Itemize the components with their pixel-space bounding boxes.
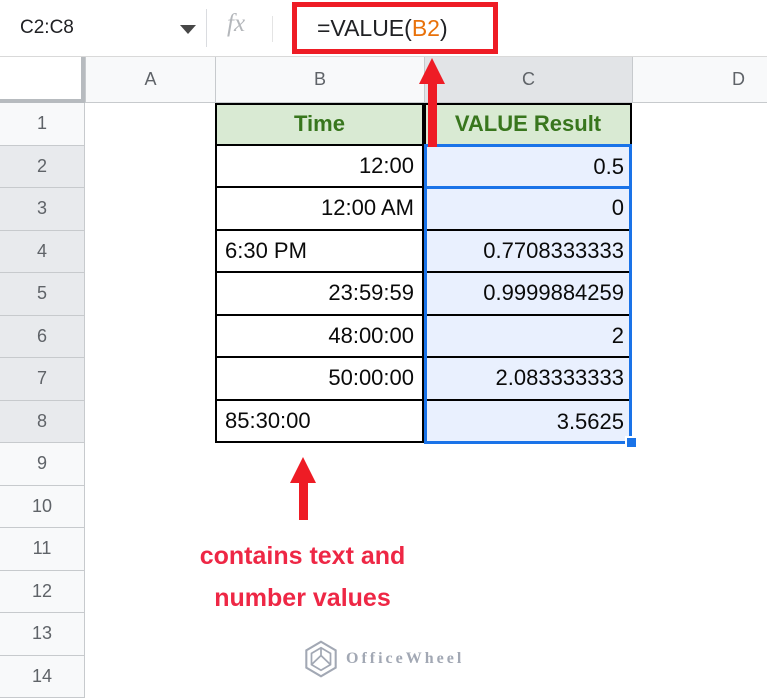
formula-text: =VALUE(	[317, 14, 412, 41]
row-header-9[interactable]: 9	[0, 443, 85, 486]
officewheel-logo-icon	[305, 640, 337, 678]
column-header-d[interactable]: D	[632, 57, 767, 103]
column-header-a[interactable]: A	[85, 57, 215, 103]
annotation-line-1: contains text and	[199, 542, 406, 570]
annotation-arrow-head-icon	[290, 457, 316, 483]
row-header-3[interactable]: 3	[0, 188, 85, 231]
row-header-2[interactable]: 2	[0, 145, 85, 188]
cell-b2[interactable]: 12:00	[215, 145, 424, 188]
formula-cell-reference: B2	[411, 14, 440, 41]
row-header-1[interactable]: 1	[0, 103, 85, 146]
officewheel-watermark: OfficeWheel	[303, 640, 464, 678]
annotation-arrow-shaft	[299, 481, 308, 520]
cell-c5[interactable]: 0.9999884259	[424, 273, 632, 316]
cell-b3[interactable]: 12:00 AM	[215, 188, 424, 231]
divider	[206, 9, 207, 47]
name-box[interactable]: C2:C8	[20, 17, 74, 38]
cell-c4[interactable]: 0.7708333333	[424, 230, 632, 273]
cell-b7[interactable]: 50:00:00	[215, 358, 424, 401]
row-header-11[interactable]: 11	[0, 528, 85, 571]
cell-c3[interactable]: 0	[424, 188, 632, 231]
cell-b6[interactable]: 48:00:00	[215, 315, 424, 358]
row-header-12[interactable]: 12	[0, 570, 85, 613]
row-header-6[interactable]: 6	[0, 315, 85, 358]
cell-b4[interactable]: 6:30 PM	[215, 230, 424, 273]
row-header-8[interactable]: 8	[0, 400, 85, 443]
row-header-4[interactable]: 4	[0, 230, 85, 273]
select-all-corner[interactable]	[0, 57, 85, 103]
cell-c6[interactable]: 2	[424, 315, 632, 358]
row-header-5[interactable]: 5	[0, 273, 85, 316]
fill-handle[interactable]	[625, 436, 638, 449]
name-box-dropdown-icon[interactable]	[180, 25, 196, 34]
formula-bar: C2:C8 fx =VALUE(B2)	[0, 0, 767, 57]
row-header-7[interactable]: 7	[0, 358, 85, 401]
row-header-14[interactable]: 14	[0, 655, 85, 698]
annotation-text: contains text and number values	[130, 535, 475, 619]
column-header-c[interactable]: C	[424, 57, 632, 103]
cell-c1-value-result-header[interactable]: VALUE Result	[424, 103, 632, 146]
watermark-text: OfficeWheel	[346, 650, 465, 667]
cell-b8[interactable]: 85:30:00	[215, 400, 424, 443]
formula-text: )	[439, 14, 448, 41]
column-header-b[interactable]: B	[215, 57, 424, 103]
row-header-13[interactable]: 13	[0, 613, 85, 656]
cell-b5[interactable]: 23:59:59	[215, 273, 424, 316]
row-header-10[interactable]: 10	[0, 485, 85, 528]
formula-arrow-shaft	[428, 82, 437, 147]
cell-c2-active[interactable]: 0.5	[424, 145, 632, 188]
fx-icon: fx	[227, 10, 246, 37]
divider	[272, 16, 273, 42]
formula-arrow-head-icon	[419, 58, 445, 84]
annotation-line-2: number values	[214, 584, 391, 612]
formula-input[interactable]: =VALUE(B2)	[292, 2, 498, 54]
cell-c8[interactable]: 3.5625	[424, 400, 632, 443]
cell-c7[interactable]: 2.083333333	[424, 358, 632, 401]
cell-b1-time-header[interactable]: Time	[215, 103, 424, 146]
